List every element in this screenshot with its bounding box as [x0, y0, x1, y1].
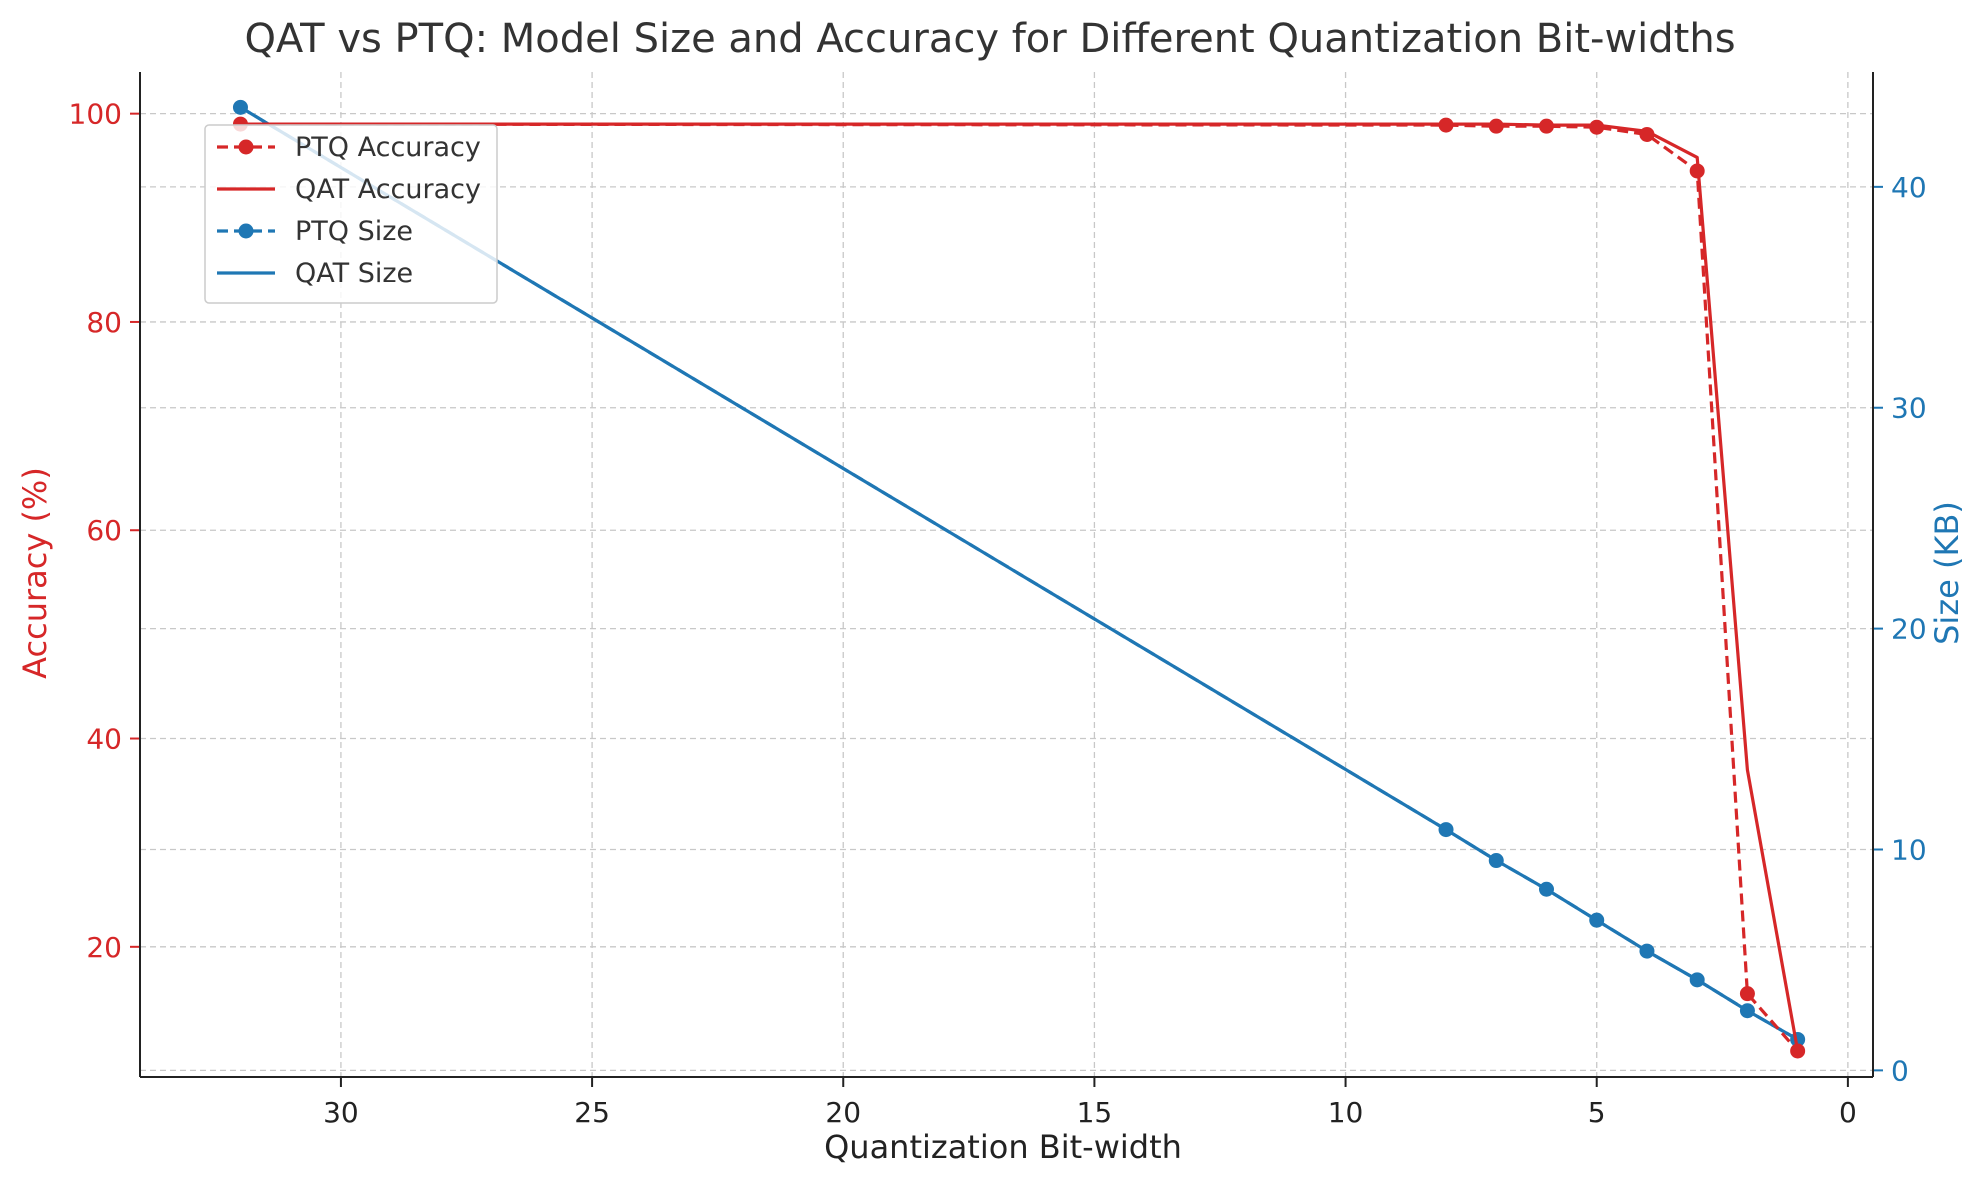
y-right-tick-label: 40 — [1891, 171, 1927, 204]
y-axis-left-label: Accuracy (%) — [16, 467, 54, 679]
ptq-accuracy-point — [1790, 1043, 1806, 1059]
legend-label-ptq-accuracy: PTQ Accuracy — [295, 132, 481, 163]
ptq-size-point — [1589, 912, 1605, 928]
legend-label-qat-size: QAT Size — [295, 258, 413, 289]
x-tick-label: 20 — [825, 1096, 861, 1129]
axes: 30 25 20 15 10 5 0 20 40 60 80 100 0 10 20 30 40 — [69, 72, 1927, 1129]
ptq-size-point — [1639, 943, 1655, 959]
y-left-tick-label: 20 — [86, 931, 122, 964]
legend-marker-ptq-size — [238, 223, 254, 239]
x-tick-label: 15 — [1077, 1096, 1113, 1129]
x-tick-label: 30 — [323, 1096, 359, 1129]
ptq-accuracy-point — [1689, 163, 1705, 179]
y-left-tick-label: 40 — [86, 723, 122, 756]
x-tick-label: 5 — [1588, 1096, 1606, 1129]
x-tick-label: 25 — [574, 1096, 610, 1129]
ptq-accuracy-point — [1639, 126, 1655, 142]
series-layer — [232, 99, 1806, 1059]
legend-label-qat-accuracy: QAT Accuracy — [295, 174, 481, 205]
ptq-accuracy-point — [1589, 119, 1605, 135]
y-right-tick-label: 20 — [1891, 613, 1927, 646]
y-left-tick-label: 100 — [69, 98, 122, 131]
ptq-size-point — [1739, 1003, 1755, 1019]
ptq-accuracy-point — [1488, 118, 1504, 134]
ptq-accuracy-point — [1438, 117, 1454, 133]
x-axis-label: Quantization Bit-width — [824, 1128, 1182, 1166]
ptq-size-point — [1488, 853, 1504, 869]
legend-box — [204, 124, 498, 304]
y-axis-right-label: Size (KB) — [1928, 501, 1966, 645]
legend-label-ptq-size: PTQ Size — [295, 216, 413, 247]
chart-title: QAT vs PTQ: Model Size and Accuracy for … — [244, 16, 1735, 62]
ptq-accuracy-point — [1538, 118, 1554, 134]
y-right-tick-label: 10 — [1891, 833, 1927, 866]
ptq-size-point — [1438, 822, 1454, 838]
x-tick-label: 10 — [1328, 1096, 1364, 1129]
ptq-size-point — [232, 99, 248, 115]
legend-marker-ptq-accuracy — [238, 139, 254, 155]
legend: PTQ Accuracy QAT Accuracy PTQ Size QAT Size — [204, 124, 498, 304]
grid — [140, 72, 1873, 1077]
ptq-accuracy-point — [1739, 986, 1755, 1002]
y-right-tick-label: 30 — [1891, 392, 1927, 425]
ptq-size-point — [1538, 881, 1554, 897]
ptq-size-point — [1689, 972, 1705, 988]
y-left-tick-label: 60 — [86, 514, 122, 547]
y-right-tick-label: 0 — [1891, 1054, 1909, 1087]
y-left-tick-label: 80 — [86, 306, 122, 339]
x-tick-label: 0 — [1839, 1096, 1857, 1129]
